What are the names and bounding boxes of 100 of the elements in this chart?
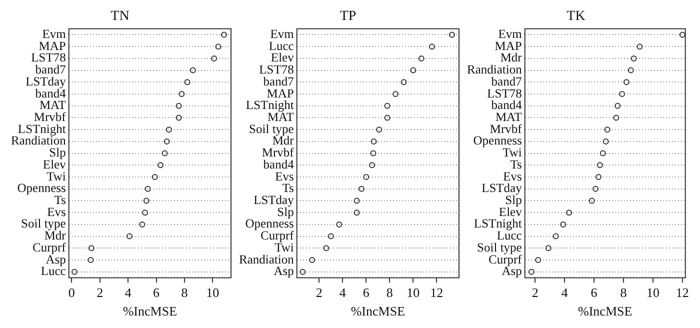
point xyxy=(376,126,382,133)
x-tick-label: 8 xyxy=(386,285,393,300)
y-tick-label: Soil type xyxy=(21,216,66,231)
point xyxy=(428,44,435,50)
point xyxy=(636,44,643,50)
point xyxy=(354,210,360,216)
point xyxy=(370,138,377,144)
chart-title: TP xyxy=(340,9,356,24)
y-tick-label: Ts xyxy=(282,181,294,196)
point xyxy=(215,44,222,50)
point xyxy=(630,55,637,62)
y-tick-label: Slp xyxy=(49,146,66,160)
x-tick-label: 10 xyxy=(646,285,660,300)
x-axis-title: %IncMSE xyxy=(350,304,406,319)
y-tick-label: Curprf xyxy=(32,240,67,254)
point xyxy=(336,221,342,228)
point xyxy=(323,245,330,252)
point xyxy=(88,257,94,264)
point xyxy=(535,257,542,264)
y-tick-label: Asp xyxy=(274,264,294,278)
y-tick-label: Twi xyxy=(46,169,66,184)
x-axis-title: %IncMSE xyxy=(578,304,632,319)
x-tick-label: 12 xyxy=(430,285,444,300)
chart-title: TN xyxy=(110,9,130,24)
x-tick-label: 4 xyxy=(339,285,346,300)
point xyxy=(178,91,185,98)
point xyxy=(354,198,360,204)
x-tick-label: 12 xyxy=(676,285,689,300)
x-tick-label: 6 xyxy=(362,285,370,300)
point xyxy=(363,174,370,180)
y-tick-label: Mrvbf xyxy=(490,122,523,136)
point xyxy=(126,233,132,240)
x-tick-label: 2 xyxy=(316,285,322,300)
point xyxy=(619,91,626,98)
y-tick-label: MAP xyxy=(494,38,522,53)
y-tick-label: band7 xyxy=(263,74,294,88)
point xyxy=(448,32,455,38)
point xyxy=(143,198,150,204)
y-tick-label: LSTnight xyxy=(246,98,294,112)
point xyxy=(164,138,170,144)
y-tick-label: Twi xyxy=(502,146,522,160)
y-tick-label: Evs xyxy=(275,169,294,184)
y-tick-label: Randiation xyxy=(238,252,295,266)
point xyxy=(71,268,78,275)
x-tick-label: 4 xyxy=(124,285,132,300)
point xyxy=(628,67,634,74)
y-tick-label: Ts xyxy=(54,193,66,208)
point xyxy=(309,257,316,264)
point xyxy=(560,221,566,228)
point xyxy=(300,268,306,275)
point xyxy=(139,221,146,228)
y-tick-label: Mrvbf xyxy=(262,146,295,160)
y-tick-label: Randiation xyxy=(466,62,523,77)
point xyxy=(144,186,151,192)
point xyxy=(190,67,196,74)
y-tick-label: LST78 xyxy=(31,50,66,65)
y-tick-label: Soil type xyxy=(477,240,522,254)
y-tick-label: Evs xyxy=(47,204,66,219)
x-tick-label: 8 xyxy=(181,285,188,300)
y-tick-label: LSTday xyxy=(26,74,67,88)
y-tick-label: Mrvbf xyxy=(34,110,67,124)
point xyxy=(392,91,399,98)
y-tick-label: Evm xyxy=(270,27,294,42)
point xyxy=(604,126,610,133)
y-tick-label: Curprf xyxy=(260,228,295,243)
point xyxy=(410,67,416,74)
point xyxy=(176,114,182,121)
point xyxy=(162,150,168,156)
y-tick-label: LSTnight xyxy=(18,122,66,136)
point xyxy=(613,114,620,121)
chart-title: TK xyxy=(566,9,586,24)
point xyxy=(552,233,559,240)
point xyxy=(369,162,376,168)
point xyxy=(176,102,182,109)
point xyxy=(142,210,148,216)
y-tick-label: Lucc xyxy=(268,38,294,53)
y-tick-label: LST78 xyxy=(487,86,522,100)
x-tick-label: 6 xyxy=(590,285,598,300)
x-tick-label: 4 xyxy=(561,285,568,300)
y-tick-label: band4 xyxy=(491,98,523,112)
y-tick-label: Openness xyxy=(473,134,522,148)
y-tick-label: MAT xyxy=(39,98,66,112)
point xyxy=(528,268,534,275)
point xyxy=(592,186,599,192)
y-tick-label: Elev xyxy=(270,50,295,65)
point xyxy=(600,150,606,156)
point xyxy=(370,150,376,156)
y-tick-label: LST78 xyxy=(259,62,294,77)
y-tick-label: MAT xyxy=(495,110,522,124)
y-tick-label: LSTday xyxy=(254,193,295,208)
x-tick-label: 10 xyxy=(206,285,220,300)
y-tick-label: MAP xyxy=(38,38,66,53)
point xyxy=(328,233,334,240)
y-tick-label: Mdr xyxy=(500,50,523,65)
y-tick-label: Ts xyxy=(510,157,522,172)
point xyxy=(596,162,603,168)
y-tick-label: LSTday xyxy=(482,181,523,196)
point xyxy=(588,198,595,204)
x-tick-label: 6 xyxy=(153,285,160,300)
x-tick-label: 2 xyxy=(532,285,538,300)
